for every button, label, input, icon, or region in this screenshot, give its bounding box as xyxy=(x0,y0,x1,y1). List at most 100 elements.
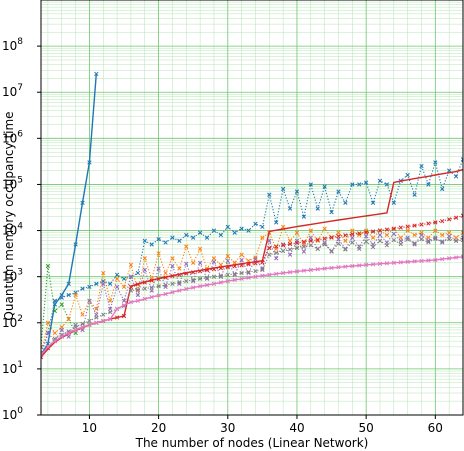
point-stroke xyxy=(184,271,189,276)
point-stroke xyxy=(211,267,217,272)
series-8-point xyxy=(239,270,244,276)
point-stroke xyxy=(246,269,251,275)
point-stroke xyxy=(94,315,99,320)
point-stroke xyxy=(191,285,196,290)
point-stroke xyxy=(274,256,279,261)
series-7-point xyxy=(274,244,279,249)
x-tick-label: 40 xyxy=(289,421,304,435)
series-9-point xyxy=(260,273,265,278)
series-3-point xyxy=(218,232,224,238)
point-stroke xyxy=(225,272,230,277)
point-stroke xyxy=(301,239,307,244)
point-stroke xyxy=(294,240,300,246)
series-5-point xyxy=(170,263,175,269)
point-stroke xyxy=(274,271,279,277)
point-stroke xyxy=(128,288,134,293)
point-stroke xyxy=(191,270,196,275)
series-3-point xyxy=(440,186,445,192)
series-8-point xyxy=(419,237,424,242)
series-8-point xyxy=(405,237,410,242)
series-3-point xyxy=(108,281,113,286)
series-9-point xyxy=(377,261,383,266)
series-8-point xyxy=(370,244,376,250)
series-8-point xyxy=(440,239,445,244)
point-stroke xyxy=(163,291,168,297)
point-stroke xyxy=(343,200,348,205)
series-3-point xyxy=(253,221,258,226)
series-7-point xyxy=(218,266,224,271)
series-8-point xyxy=(433,236,438,242)
series-5-point xyxy=(239,257,244,263)
series-5-point xyxy=(204,276,210,281)
point-stroke xyxy=(101,281,106,286)
series-7-point xyxy=(419,222,424,227)
series-8-point xyxy=(101,312,106,317)
point-stroke xyxy=(184,278,189,284)
series-9-point xyxy=(370,262,376,267)
series-5-point xyxy=(253,256,258,262)
series-9-point xyxy=(184,286,189,292)
point-stroke xyxy=(197,230,203,235)
series-4-point xyxy=(239,252,244,257)
series-9-point xyxy=(94,320,99,325)
series-7-point xyxy=(204,268,210,273)
point-stroke xyxy=(204,275,210,280)
axes-layer: 10 20 30 40 50 60 100 101 102 103 104 105 106 107 108 xyxy=(2,0,464,435)
point-stroke xyxy=(204,276,210,281)
point-stroke xyxy=(94,71,99,77)
series-9-point xyxy=(149,294,154,300)
series-5-point xyxy=(101,281,106,286)
point-stroke xyxy=(114,315,120,320)
series-4-point xyxy=(197,246,203,252)
series-3-point xyxy=(80,286,85,291)
point-stroke xyxy=(184,286,189,292)
series-7-point xyxy=(45,346,51,351)
point-stroke xyxy=(87,160,92,165)
point-stroke xyxy=(156,251,161,256)
series-5-point xyxy=(211,259,217,264)
series-3-point xyxy=(329,210,334,215)
point-stroke xyxy=(322,184,327,189)
point-stroke xyxy=(218,273,224,278)
point-stroke xyxy=(460,239,463,243)
series-4-point xyxy=(405,228,410,233)
series-8-point xyxy=(232,271,237,277)
point-stroke xyxy=(280,186,286,192)
point-stroke xyxy=(329,248,334,254)
point-stroke xyxy=(177,288,182,293)
point-stroke xyxy=(218,262,224,268)
point-stroke xyxy=(163,275,168,280)
series-3-point xyxy=(121,276,127,281)
y-tick-label: 105 xyxy=(2,175,23,191)
point-stroke xyxy=(135,298,141,303)
series-9-point xyxy=(357,263,362,268)
point-stroke xyxy=(239,263,244,268)
point-stroke xyxy=(41,344,44,348)
point-stroke xyxy=(45,320,51,325)
point-stroke xyxy=(211,256,217,261)
point-stroke xyxy=(405,259,410,264)
series-9-point xyxy=(163,291,168,297)
point-stroke xyxy=(405,172,410,178)
point-stroke xyxy=(350,228,355,233)
point-stroke xyxy=(246,275,251,280)
series-7-point xyxy=(377,228,383,233)
point-stroke xyxy=(246,262,251,267)
point-stroke xyxy=(384,227,390,232)
point-stroke xyxy=(184,244,189,249)
series-7-point xyxy=(260,260,265,265)
series-9-point xyxy=(398,260,403,265)
point-stroke xyxy=(301,214,307,219)
point-stroke xyxy=(108,316,113,322)
series-9-point xyxy=(308,267,313,273)
series-9-point xyxy=(142,296,147,302)
point-stroke xyxy=(225,278,230,284)
series-7-point xyxy=(267,245,272,251)
point-stroke xyxy=(363,262,369,268)
point-stroke xyxy=(315,237,320,242)
series-3-point xyxy=(308,182,313,187)
series-8-point xyxy=(170,281,175,286)
point-stroke xyxy=(336,234,341,239)
point-stroke xyxy=(460,235,463,239)
point-stroke xyxy=(287,206,293,211)
